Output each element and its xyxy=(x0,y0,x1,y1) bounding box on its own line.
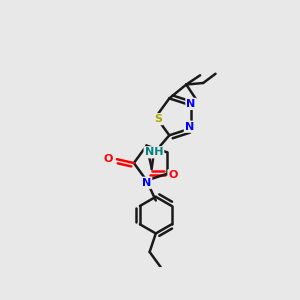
Text: O: O xyxy=(169,170,178,180)
Text: N: N xyxy=(142,178,151,188)
Text: N: N xyxy=(186,99,196,109)
Text: S: S xyxy=(154,114,162,124)
Text: NH: NH xyxy=(145,147,163,157)
Text: N: N xyxy=(185,122,194,132)
Text: O: O xyxy=(103,154,112,164)
